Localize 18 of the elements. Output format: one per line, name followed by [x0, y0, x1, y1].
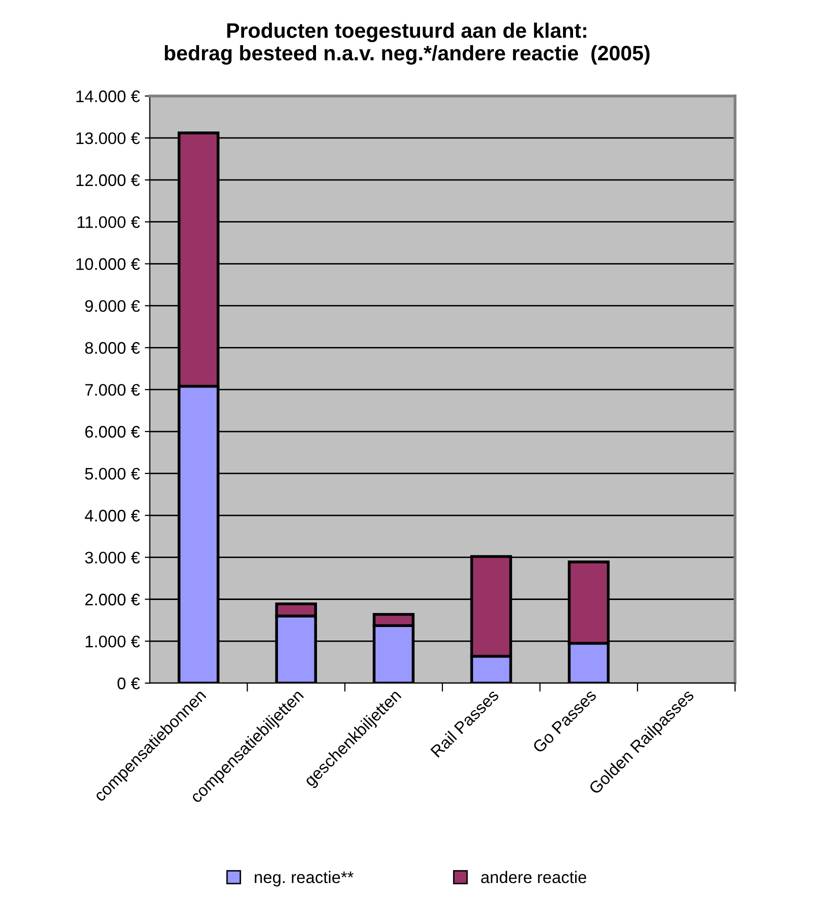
y-tick-label: 2.000 € [85, 594, 140, 606]
legend-label: andere reactie [481, 870, 586, 884]
y-tick-label: 5.000 € [85, 468, 140, 480]
y-tick-label: 14.000 € [76, 90, 140, 102]
y-tick-label: 12.000 € [76, 174, 140, 186]
y-tick-label: 3.000 € [85, 552, 140, 564]
y-tick-label: 1.000 € [86, 636, 140, 648]
chart-title: Producten toegestuurd aan de klant: bedrag besteed n.a.v. neg.*/andere reactie (2005) [164, 22, 650, 65]
legend-label: neg. reactie** [254, 870, 354, 886]
y-tick-label: 11.000 € [78, 216, 140, 228]
y-tick-label: 7.000 € [85, 384, 140, 396]
y-tick-label: 0 € [118, 678, 140, 690]
y-tick-label: 10.000 € [76, 258, 140, 270]
y-tick-label: 6.000 € [85, 426, 140, 438]
y-tick-label: 9.000 € [85, 300, 140, 312]
y-tick-label: 13.000 € [76, 132, 140, 144]
y-tick-label: 4.000 € [84, 510, 140, 522]
y-tick-label: 8.000 € [85, 342, 140, 354]
